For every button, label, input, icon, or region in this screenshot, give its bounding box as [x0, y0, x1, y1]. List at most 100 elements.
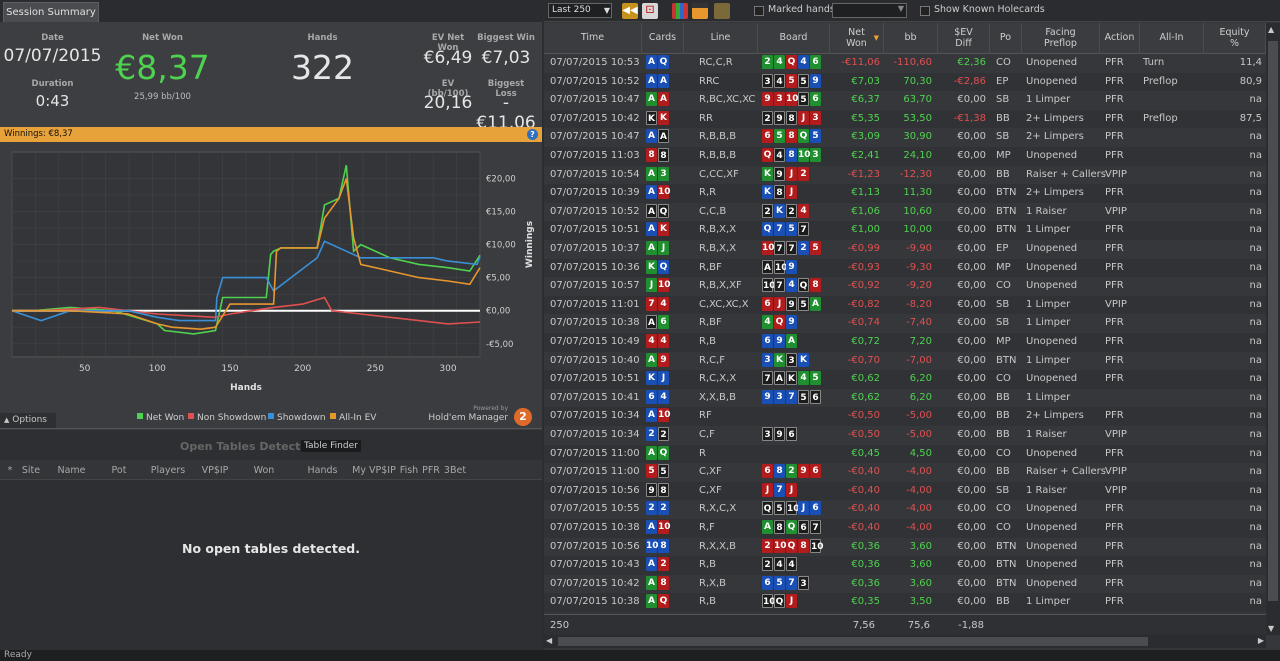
options-button[interactable]: ▲ Options: [0, 413, 56, 428]
table-row[interactable]: 07/07/2015 10:34 A 10 RF -€0,50 -5,00 €0,00 BB 2…: [544, 407, 1266, 426]
table-row[interactable]: 07/07/2015 10:43 A 2 R,B 2 4 4 €0,36 3,60 €0,00 BT…: [544, 556, 1266, 575]
cell-position: BB: [996, 429, 1010, 440]
legend-label: Showdown: [277, 413, 326, 423]
footer-count: 250: [550, 620, 570, 631]
table-row[interactable]: 07/07/2015 10:38 A Q R,B 10Q J €0,35 3,50 €0,00 B…: [544, 593, 1266, 612]
table-row[interactable]: 07/07/2015 10:39 A 10 R,R K 8 J €1,13 11,30 €0,00…: [544, 184, 1266, 203]
scroll-up-icon[interactable]: ▲: [1268, 25, 1275, 34]
cell-facing: Unopened: [1026, 150, 1078, 161]
cell-net-won: €0,72: [851, 336, 880, 347]
col-position[interactable]: Po: [990, 23, 1022, 54]
range-select[interactable]: Last 250 ▼: [548, 3, 612, 18]
scroll-left-icon[interactable]: ◀: [546, 636, 553, 645]
col-bb[interactable]: bb: [884, 23, 938, 54]
col-line[interactable]: Line: [684, 23, 758, 54]
col-name[interactable]: Name: [57, 465, 86, 476]
table-row[interactable]: 07/07/2015 10:42 A 8 R,X,B 6 5 7 3 €0,36 3,60 €0,0…: [544, 575, 1266, 594]
cell-net-won: €1,00: [851, 224, 880, 236]
table-row[interactable]: 07/07/2015 10:47 A A R,B,B,B 6 5 8 Q 5 €3,09 30,90…: [544, 128, 1266, 147]
table-row[interactable]: 07/07/2015 10:38 A 10 R,F A 8 Q 6 7 -€0,40 -4,00 €0…: [544, 519, 1266, 538]
col-facing-preflop[interactable]: Facing Preflop: [1022, 23, 1100, 54]
scroll-right-icon[interactable]: ▶: [1257, 636, 1264, 645]
table-row[interactable]: 07/07/2015 10:55 2 2 R,X,C,X Q 5 10 J 6 -€0,40 -4,…: [544, 500, 1266, 519]
dice-icon[interactable]: ⚀: [642, 3, 658, 19]
card-icon: A: [646, 185, 657, 200]
col-action[interactable]: Action: [1100, 23, 1140, 54]
table-row[interactable]: 07/07/2015 10:41 6 4 X,X,B,B 9 3 7 5 6 €0,62 6,20 €…: [544, 389, 1266, 408]
table-finder-button[interactable]: Table Finder: [301, 440, 361, 452]
bar-chart-icon[interactable]: [692, 3, 708, 19]
table-row[interactable]: 07/07/2015 10:51 K J R,C,X,X 7 A K 4 5 €0,62 6,20 €…: [544, 370, 1266, 389]
card-icon: J: [786, 166, 797, 181]
scroll-down-icon[interactable]: ▼: [1268, 624, 1275, 633]
table-row[interactable]: 07/07/2015 10:52 A A RRC 3 4 5 5 9 €7,03 70,30 -€2,…: [544, 72, 1266, 92]
hscroll-thumb[interactable]: [558, 637, 1148, 646]
help-icon[interactable]: ?: [527, 129, 538, 140]
marked-hands-checkbox[interactable]: [754, 6, 764, 16]
table-row[interactable]: 07/07/2015 10:36 K Q R,BF A 109 -€0,93 -9,30 €0,…: [544, 258, 1266, 278]
table-row[interactable]: 07/07/2015 10:42 K K RR 2 9 8 J 3 €5,35 53,50 -€1,3…: [544, 109, 1266, 129]
col-won[interactable]: Won: [253, 465, 275, 476]
col-board[interactable]: Board: [758, 23, 830, 54]
table-row[interactable]: 07/07/2015 11:00 A Q R €0,45 4,50 €0,00 CO Unope…: [544, 444, 1266, 464]
card-icon: 8: [774, 520, 785, 534]
table-row[interactable]: 07/07/2015 10:38 A 6 R,BF 4 Q 9 -€0,74 -7,40 €0,0…: [544, 314, 1266, 333]
col-all-in[interactable]: All-In: [1140, 23, 1204, 54]
cell-time: 07/07/2015 10:37: [550, 243, 640, 254]
horizontal-scrollbar[interactable]: ◀ ▶: [544, 635, 1266, 648]
col-star[interactable]: *: [7, 465, 13, 476]
col-pot[interactable]: Pot: [111, 465, 127, 476]
cell-facing: 1 Limper: [1026, 298, 1071, 310]
cell-bb: -4,00: [906, 503, 932, 515]
rewind-icon[interactable]: ◀◀: [622, 3, 638, 19]
table-row[interactable]: 07/07/2015 10:47 A A R,BC,XC,XC 9 3 10 5 6 €6,37 6…: [544, 91, 1266, 110]
col-my-vpip[interactable]: My VP$IP: [352, 465, 396, 476]
card-icon: 6: [810, 464, 821, 479]
table-row[interactable]: 07/07/2015 10:51 A K R,B,X,X Q 7 5 7 €1,00 10,00 €…: [544, 221, 1266, 240]
col-3bet[interactable]: 3Bet: [443, 465, 467, 476]
table-row[interactable]: 07/07/2015 10:37 A J R,B,X,X 10 7 7 2 5 -€0,99 -9,…: [544, 240, 1266, 259]
card-icon: 4: [774, 73, 785, 88]
card-icon: 10: [658, 520, 671, 534]
legend-swatch: [188, 413, 194, 419]
x-tick-label: 100: [149, 364, 166, 374]
col-site[interactable]: Site: [21, 465, 41, 476]
vertical-scrollbar[interactable]: ▲ ▼: [1266, 23, 1280, 635]
cell-line: R,B,X,X: [699, 243, 737, 254]
col-time[interactable]: Time: [544, 23, 642, 54]
table-row[interactable]: 07/07/2015 11:03 8 8 R,B,B,B Q 4 8 10 3 €2,41 24,1…: [544, 147, 1266, 166]
col-ev-diff[interactable]: $EV Diff: [938, 23, 990, 54]
table-row[interactable]: 07/07/2015 10:57 J 10 R,B,X,XF 107 4 Q 8 -€0,92-…: [544, 277, 1266, 296]
col-players[interactable]: Players: [150, 465, 186, 476]
table-row[interactable]: 07/07/2015 10:56 9 8 C,XF J 7 J -€0,40 -4,00 €0,0…: [544, 481, 1266, 501]
grid-icon[interactable]: [672, 3, 688, 19]
table-row[interactable]: 07/07/2015 10:34 2 2 C,F 3 9 6 -€0,50 -5,00 €0,00…: [544, 426, 1266, 445]
series-line-all-in-ev: [12, 178, 481, 331]
col-vpip[interactable]: VP$IP: [201, 465, 229, 476]
col-fish[interactable]: Fish: [399, 465, 419, 476]
card-icon: 2: [646, 427, 657, 441]
tab-session-summary[interactable]: Session Summary: [3, 2, 99, 22]
col-hands[interactable]: Hands: [307, 465, 338, 476]
marked-hands-select[interactable]: ▼: [832, 3, 907, 18]
card-icon: 8: [774, 185, 785, 200]
table-row[interactable]: 07/07/2015 10:56 10 8 R,X,X,B 2 10Q 8 10 €0,36 3,…: [544, 538, 1266, 557]
col-net-won[interactable]: Net Won ▼: [830, 23, 884, 54]
trophy-icon[interactable]: [714, 3, 730, 19]
table-row[interactable]: 07/07/2015 10:54 A 3 C,CC,XF K 9 J 2 -€1,23 -12,3…: [544, 166, 1266, 185]
table-row[interactable]: 07/07/2015 10:52 A Q C,C,B 2 K 2 4 €1,06 10,60 €0,…: [544, 203, 1266, 222]
table-row[interactable]: 07/07/2015 10:40 A 9 R,C,F 3 K 3 K -€0,70 -7,00 €0…: [544, 352, 1266, 371]
table-row[interactable]: 07/07/2015 11:01 7 4 C,XC,XC,X 6 J 9 5 A -€0,82 -8…: [544, 295, 1266, 315]
card-icon: J: [786, 185, 797, 200]
table-row[interactable]: 07/07/2015 11:00 5 5 C,XF 6 8 2 9 6 -€0,40 -4,00 €0…: [544, 463, 1266, 482]
table-row[interactable]: 07/07/2015 10:53 A Q RC,C,R 2 4 Q 4 6 -€11,06 -110…: [544, 54, 1266, 73]
show-known-checkbox[interactable]: [920, 6, 930, 16]
x-tick-label: 250: [367, 364, 384, 374]
table-row[interactable]: 07/07/2015 10:49 4 4 R,B 6 9 A €0,72 7,20 €0,00 MP…: [544, 333, 1266, 352]
scroll-thumb[interactable]: [1268, 41, 1278, 601]
col-cards[interactable]: Cards: [642, 23, 684, 54]
col-pfr[interactable]: PFR: [422, 465, 440, 476]
col-equity[interactable]: Equity %: [1204, 23, 1266, 54]
